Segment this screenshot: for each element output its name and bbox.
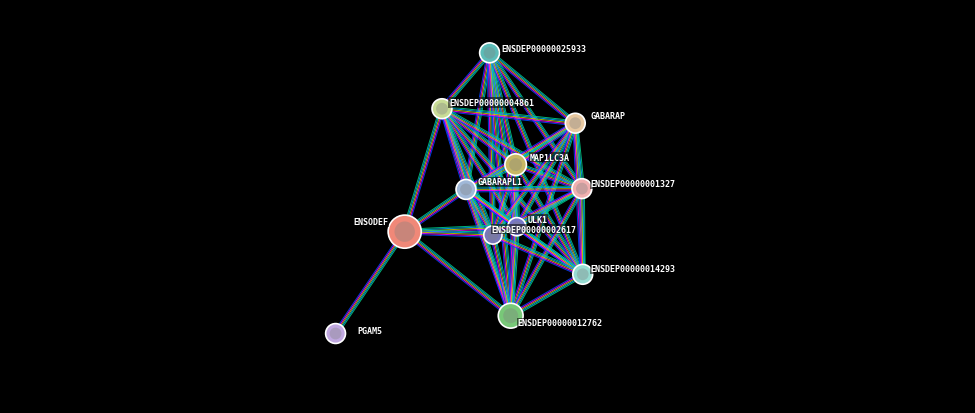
Text: GABARAPL1: GABARAPL1 bbox=[478, 178, 523, 187]
Circle shape bbox=[457, 181, 475, 199]
Circle shape bbox=[479, 43, 500, 64]
Text: ENSDEP00000001327: ENSDEP00000001327 bbox=[591, 180, 676, 189]
Circle shape bbox=[509, 219, 526, 235]
Circle shape bbox=[512, 222, 523, 233]
Text: ENSDEP00000004861: ENSDEP00000004861 bbox=[449, 99, 534, 108]
Circle shape bbox=[507, 217, 526, 237]
Text: ULK1: ULK1 bbox=[527, 215, 547, 224]
Circle shape bbox=[572, 180, 591, 198]
Circle shape bbox=[565, 113, 586, 135]
Circle shape bbox=[499, 304, 523, 328]
Circle shape bbox=[488, 230, 498, 241]
Circle shape bbox=[503, 309, 519, 323]
Circle shape bbox=[433, 100, 451, 119]
Circle shape bbox=[572, 264, 594, 285]
Circle shape bbox=[566, 115, 584, 133]
Text: GABARAP: GABARAP bbox=[590, 112, 625, 121]
Circle shape bbox=[330, 328, 341, 339]
Circle shape bbox=[485, 227, 501, 244]
Circle shape bbox=[569, 118, 581, 130]
Circle shape bbox=[577, 269, 589, 280]
Circle shape bbox=[497, 303, 524, 329]
Circle shape bbox=[389, 216, 420, 248]
Circle shape bbox=[327, 325, 345, 343]
Circle shape bbox=[436, 104, 448, 115]
Circle shape bbox=[571, 178, 593, 200]
Text: ENSDEP00000014293: ENSDEP00000014293 bbox=[591, 265, 676, 274]
Circle shape bbox=[325, 323, 346, 344]
Circle shape bbox=[504, 154, 527, 177]
Circle shape bbox=[460, 184, 472, 196]
Circle shape bbox=[481, 45, 498, 63]
Circle shape bbox=[387, 215, 422, 249]
Circle shape bbox=[573, 266, 592, 284]
Circle shape bbox=[506, 155, 526, 175]
Circle shape bbox=[395, 222, 415, 242]
Circle shape bbox=[483, 225, 503, 245]
Circle shape bbox=[509, 159, 522, 172]
Circle shape bbox=[455, 179, 477, 201]
Text: ENSDEP00000012762: ENSDEP00000012762 bbox=[518, 318, 603, 328]
Text: ENSDEP00000002617: ENSDEP00000002617 bbox=[491, 225, 576, 234]
Circle shape bbox=[431, 99, 452, 120]
Text: PGAM5: PGAM5 bbox=[357, 326, 382, 335]
Circle shape bbox=[484, 48, 495, 59]
Text: ENSODEF: ENSODEF bbox=[353, 218, 388, 227]
Text: MAP1LC3A: MAP1LC3A bbox=[529, 153, 569, 162]
Circle shape bbox=[576, 183, 588, 195]
Text: ENSDEP00000025933: ENSDEP00000025933 bbox=[501, 45, 586, 54]
